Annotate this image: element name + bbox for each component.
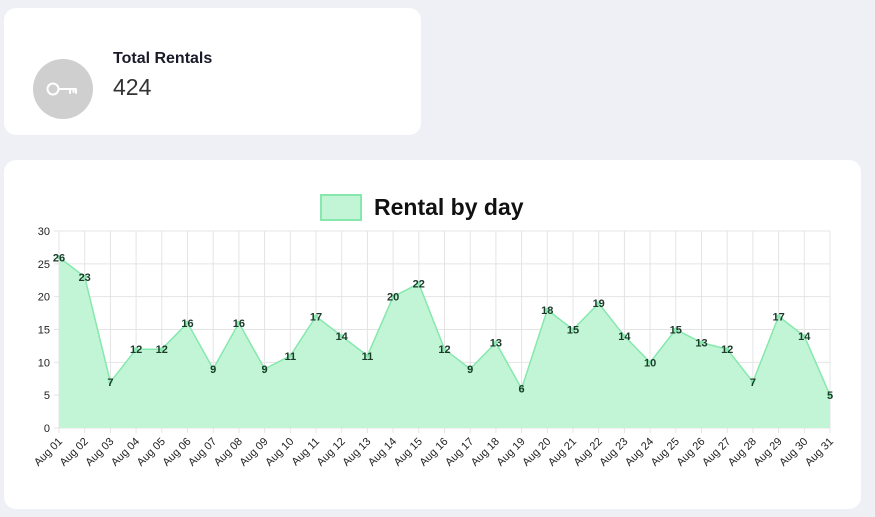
data-label: 11 bbox=[362, 351, 374, 363]
data-point[interactable] bbox=[468, 366, 473, 371]
x-tick-label: Aug 10 bbox=[263, 436, 296, 469]
data-point[interactable] bbox=[185, 320, 190, 325]
data-point[interactable] bbox=[622, 334, 627, 339]
data-point[interactable] bbox=[262, 366, 267, 371]
y-tick-label: 30 bbox=[38, 226, 50, 238]
data-label: 14 bbox=[336, 331, 349, 343]
y-tick-label: 5 bbox=[44, 390, 50, 402]
data-label: 9 bbox=[262, 364, 268, 376]
data-point[interactable] bbox=[776, 314, 781, 319]
data-label: 7 bbox=[750, 377, 756, 389]
data-point[interactable] bbox=[416, 281, 421, 286]
data-label: 15 bbox=[670, 325, 682, 337]
data-label: 23 bbox=[79, 272, 91, 284]
data-label: 22 bbox=[413, 279, 425, 291]
data-point[interactable] bbox=[571, 327, 575, 332]
data-label: 13 bbox=[490, 338, 502, 350]
total-rentals-card: Total Rentals 424 bbox=[4, 8, 421, 135]
series-area bbox=[59, 257, 830, 428]
data-label: 11 bbox=[284, 351, 296, 363]
data-point[interactable] bbox=[288, 353, 293, 358]
data-point[interactable] bbox=[648, 360, 653, 365]
y-tick-label: 10 bbox=[38, 357, 50, 369]
data-label: 10 bbox=[644, 357, 656, 369]
data-point[interactable] bbox=[391, 294, 396, 299]
y-tick-label: 20 bbox=[38, 292, 50, 304]
data-label: 5 bbox=[827, 390, 833, 402]
data-label: 19 bbox=[593, 298, 605, 310]
data-point[interactable] bbox=[596, 301, 601, 306]
data-label: 12 bbox=[156, 344, 168, 356]
stat-title: Total Rentals bbox=[113, 50, 213, 67]
data-label: 15 bbox=[567, 325, 579, 337]
y-tick-label: 15 bbox=[38, 325, 50, 337]
data-label: 26 bbox=[53, 252, 65, 264]
data-point[interactable] bbox=[365, 353, 370, 358]
data-label: 17 bbox=[772, 311, 784, 323]
data-point[interactable] bbox=[339, 334, 344, 339]
data-point[interactable] bbox=[82, 274, 87, 279]
data-label: 13 bbox=[695, 338, 707, 350]
data-point[interactable] bbox=[725, 347, 730, 352]
data-point[interactable] bbox=[802, 334, 807, 339]
data-label: 16 bbox=[233, 318, 245, 330]
data-point[interactable] bbox=[57, 255, 61, 260]
data-point[interactable] bbox=[236, 320, 241, 325]
stat-value: 424 bbox=[113, 74, 152, 100]
x-tick-label: Aug 31 bbox=[803, 436, 836, 469]
data-point[interactable] bbox=[442, 347, 447, 352]
data-point[interactable] bbox=[493, 340, 498, 345]
data-point[interactable] bbox=[314, 314, 318, 319]
data-point[interactable] bbox=[134, 347, 139, 352]
data-label: 14 bbox=[798, 331, 811, 343]
y-tick-label: 0 bbox=[44, 423, 50, 435]
data-point[interactable] bbox=[750, 380, 755, 385]
data-point[interactable] bbox=[828, 393, 832, 398]
key-icon bbox=[33, 59, 93, 119]
data-point[interactable] bbox=[108, 380, 113, 385]
data-point[interactable] bbox=[519, 386, 524, 391]
data-point[interactable] bbox=[673, 327, 678, 332]
data-label: 6 bbox=[519, 384, 525, 396]
data-label: 17 bbox=[310, 311, 322, 323]
data-point[interactable] bbox=[211, 366, 216, 371]
data-point[interactable] bbox=[159, 347, 164, 352]
legend-swatch[interactable] bbox=[320, 194, 362, 221]
data-point[interactable] bbox=[699, 340, 704, 345]
data-point[interactable] bbox=[545, 307, 550, 312]
data-label: 9 bbox=[210, 364, 216, 376]
data-label: 12 bbox=[130, 344, 142, 356]
rental-chart-card: 26 23 7 12 12 16 9 16 9 11 17 14 11 20 22 12 9 13 6 18 15 19 1… bbox=[4, 160, 861, 509]
data-label: 16 bbox=[181, 318, 193, 330]
data-label: 18 bbox=[541, 305, 553, 317]
data-label: 12 bbox=[438, 344, 450, 356]
legend-label[interactable]: Rental by day bbox=[374, 194, 524, 220]
data-label: 20 bbox=[387, 292, 399, 304]
data-label: 9 bbox=[467, 364, 473, 376]
data-label: 7 bbox=[107, 377, 113, 389]
y-tick-label: 25 bbox=[38, 259, 50, 271]
data-label: 12 bbox=[721, 344, 733, 356]
data-label: 14 bbox=[618, 331, 631, 343]
rental-by-day-chart: 26 23 7 12 12 16 9 16 9 11 17 14 11 20 22 12 9 13 6 18 15 19 1… bbox=[32, 194, 836, 469]
